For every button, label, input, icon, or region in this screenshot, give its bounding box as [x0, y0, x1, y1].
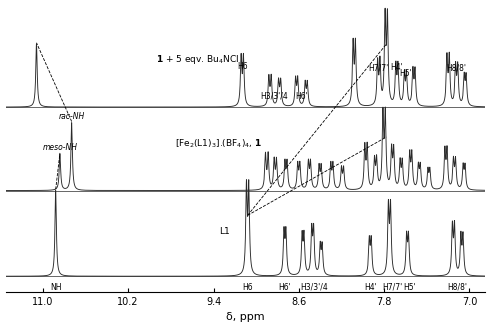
Text: L1: L1	[219, 227, 230, 236]
Text: H6': H6'	[296, 92, 308, 101]
Text: H3/3'/4: H3/3'/4	[300, 282, 327, 292]
Text: H5': H5'	[403, 282, 416, 292]
Text: H3/3'/4: H3/3'/4	[260, 91, 288, 100]
Text: H4': H4'	[364, 282, 377, 292]
Text: H7/7': H7/7'	[382, 282, 403, 292]
Text: H8/8': H8/8'	[448, 282, 468, 292]
Text: H6: H6	[243, 282, 253, 292]
Text: rac-NH: rac-NH	[58, 112, 85, 121]
Text: H4': H4'	[390, 63, 403, 72]
Text: H8/8': H8/8'	[447, 64, 466, 73]
Text: H7/7': H7/7'	[369, 63, 389, 72]
X-axis label: δ, ppm: δ, ppm	[226, 313, 265, 322]
Text: [Fe$_2$(L1)$_3$].(BF$_4$)$_4$, $\mathbf{1}$: [Fe$_2$(L1)$_3$].(BF$_4$)$_4$, $\mathbf{…	[175, 137, 263, 150]
Text: H5': H5'	[399, 69, 412, 78]
Text: $\mathbf{1}$ + 5 eqv. Bu$_4$NCl: $\mathbf{1}$ + 5 eqv. Bu$_4$NCl	[156, 53, 239, 67]
Text: H6': H6'	[278, 282, 291, 292]
Text: H6: H6	[237, 62, 247, 71]
Text: NH: NH	[50, 282, 61, 292]
Text: meso-NH: meso-NH	[42, 143, 78, 152]
